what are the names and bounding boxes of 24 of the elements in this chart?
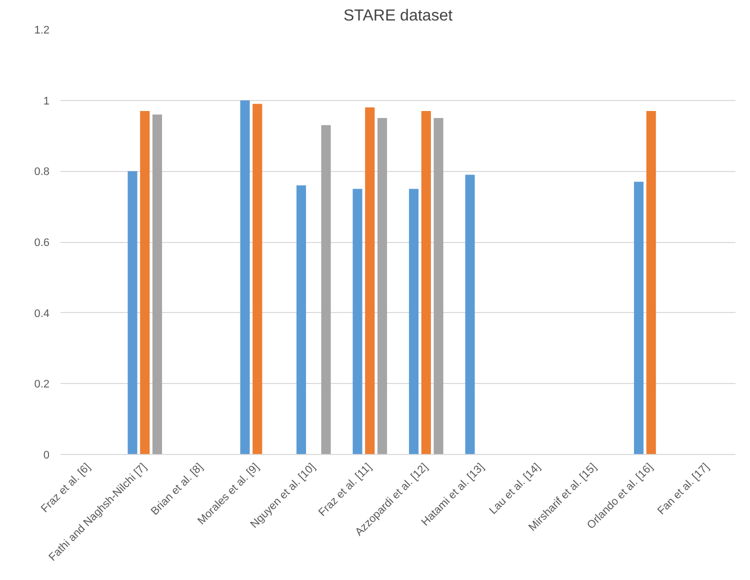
bar	[152, 114, 162, 454]
y-tick-label: 1.2	[34, 24, 50, 36]
y-tick-label: 0.6	[34, 237, 50, 249]
bar	[365, 107, 375, 454]
bar	[465, 174, 475, 454]
bar	[434, 118, 444, 454]
bar	[321, 125, 331, 454]
bar	[421, 110, 431, 454]
bar	[128, 171, 138, 454]
bar	[140, 110, 150, 454]
bar	[377, 118, 388, 454]
bar	[408, 188, 419, 454]
bar	[352, 188, 362, 454]
y-tick-label: 0.2	[34, 378, 50, 391]
bar	[296, 185, 306, 454]
bar	[240, 100, 250, 454]
bar	[646, 110, 656, 454]
bar	[252, 104, 262, 454]
bar	[634, 182, 644, 454]
y-tick-label: 0.8	[34, 166, 50, 178]
y-tick-label: 0	[43, 450, 50, 462]
chart-title: STARE dataset	[343, 8, 454, 24]
y-tick-label: 1	[43, 95, 50, 108]
y-tick-label: 0.4	[34, 308, 50, 320]
